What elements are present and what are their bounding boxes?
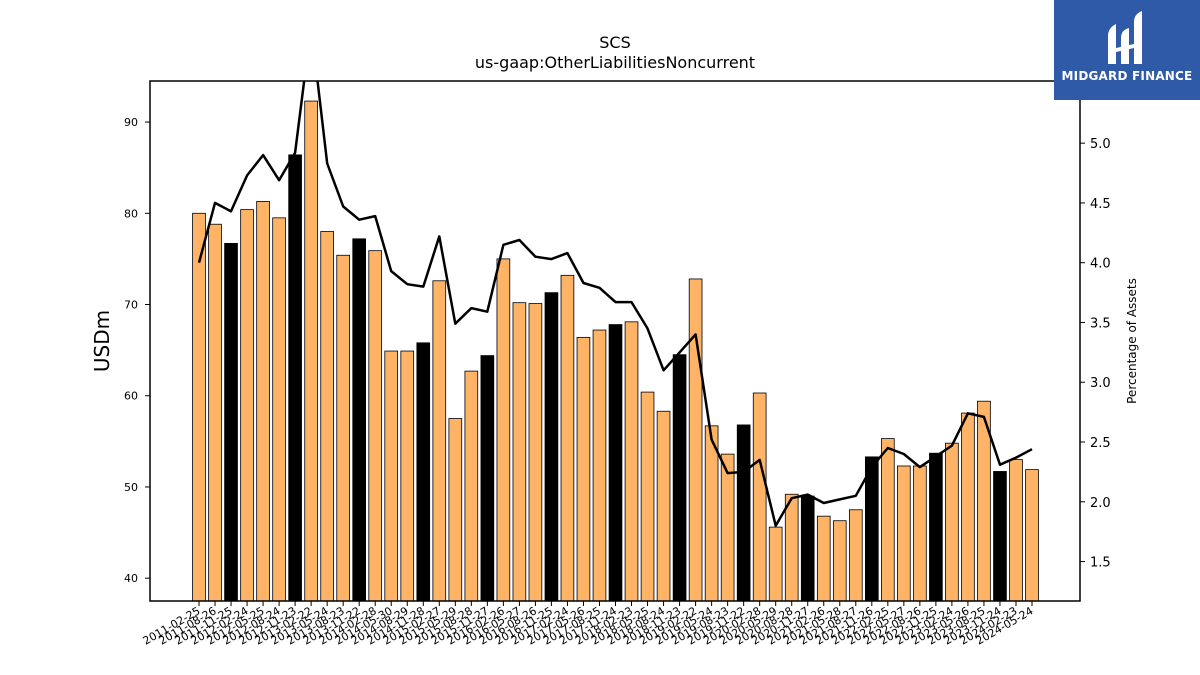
- bar: [368, 250, 383, 602]
- bar: [192, 212, 206, 602]
- bar: [897, 465, 911, 602]
- bar: [1009, 459, 1023, 602]
- bar: [352, 238, 366, 602]
- pct-of-assets-line: [197, 81, 1033, 527]
- y2-tick-label: 3.5: [1090, 316, 1111, 331]
- chart-title: SCS: [599, 33, 630, 52]
- bar: [256, 201, 270, 602]
- bar: [416, 342, 431, 602]
- y-axis-label: USDm: [90, 310, 114, 372]
- y-tick-label: 90: [124, 116, 138, 129]
- y2-tick-label: 5.0: [1090, 137, 1111, 152]
- bar: [865, 456, 879, 602]
- bar: [736, 424, 751, 602]
- bar: [336, 254, 350, 602]
- bar: [592, 329, 607, 602]
- bar: [961, 412, 975, 602]
- midgard-logo-icon: [1108, 11, 1142, 64]
- chart-subtitle: us-gaap:OtherLiabilitiesNoncurrent: [475, 53, 755, 72]
- bar: [544, 292, 559, 602]
- bar: [304, 100, 318, 602]
- bar: [272, 217, 286, 602]
- bar: [1025, 469, 1039, 602]
- bar: [752, 392, 767, 602]
- bar: [512, 302, 527, 602]
- plot-frame: [149, 80, 1081, 602]
- bar: [448, 418, 463, 602]
- bar: [848, 509, 863, 602]
- bar: [768, 526, 783, 602]
- bar: [624, 321, 639, 602]
- bar: [528, 303, 543, 602]
- bar: [384, 350, 399, 602]
- y2-axis-label: Percentage of Assets: [1125, 278, 1139, 404]
- bar: [881, 438, 895, 602]
- bar: [816, 515, 831, 602]
- bar: [560, 274, 575, 602]
- bar: [432, 280, 447, 602]
- y2-tick-label: 1.5: [1090, 556, 1111, 571]
- bar: [929, 452, 943, 602]
- y2-tick-label: 4.5: [1090, 197, 1111, 212]
- y2-tick-label: 4.0: [1090, 257, 1111, 272]
- y2-tick-label: 3.0: [1090, 376, 1111, 391]
- bar: [784, 493, 799, 602]
- bar: [656, 410, 671, 602]
- bar: [672, 354, 687, 602]
- bar: [608, 324, 623, 602]
- pct-line-group: [197, 81, 1033, 527]
- bar: [480, 355, 495, 602]
- y-tick-label: 70: [124, 299, 138, 312]
- bar: [576, 336, 591, 602]
- bar: [496, 258, 511, 602]
- bar: [800, 495, 815, 602]
- brand-logo: MIDGARD FINANCE: [1054, 0, 1200, 100]
- y-tick-label: 40: [124, 572, 138, 585]
- bar: [208, 223, 222, 602]
- bar: [240, 209, 254, 602]
- bar: [688, 278, 703, 602]
- y-tick-label: 80: [124, 207, 138, 220]
- bar: [720, 453, 735, 602]
- bar: [913, 465, 927, 602]
- bar: [704, 425, 719, 602]
- y-tick-label: 60: [124, 390, 138, 403]
- y2-tick-label: 2.0: [1090, 496, 1111, 511]
- bar: [832, 520, 847, 602]
- bars-group: [192, 100, 1039, 602]
- bar: [288, 154, 302, 602]
- bar: [945, 442, 959, 602]
- bar: [464, 370, 479, 602]
- bar: [400, 350, 415, 602]
- y-tick-label: 50: [124, 481, 138, 494]
- brand-name: MIDGARD FINANCE: [1061, 69, 1193, 83]
- bar: [993, 471, 1007, 602]
- bar: [320, 231, 334, 602]
- bar: [224, 242, 238, 602]
- bar: [640, 391, 655, 602]
- y2-tick-label: 2.5: [1090, 436, 1111, 451]
